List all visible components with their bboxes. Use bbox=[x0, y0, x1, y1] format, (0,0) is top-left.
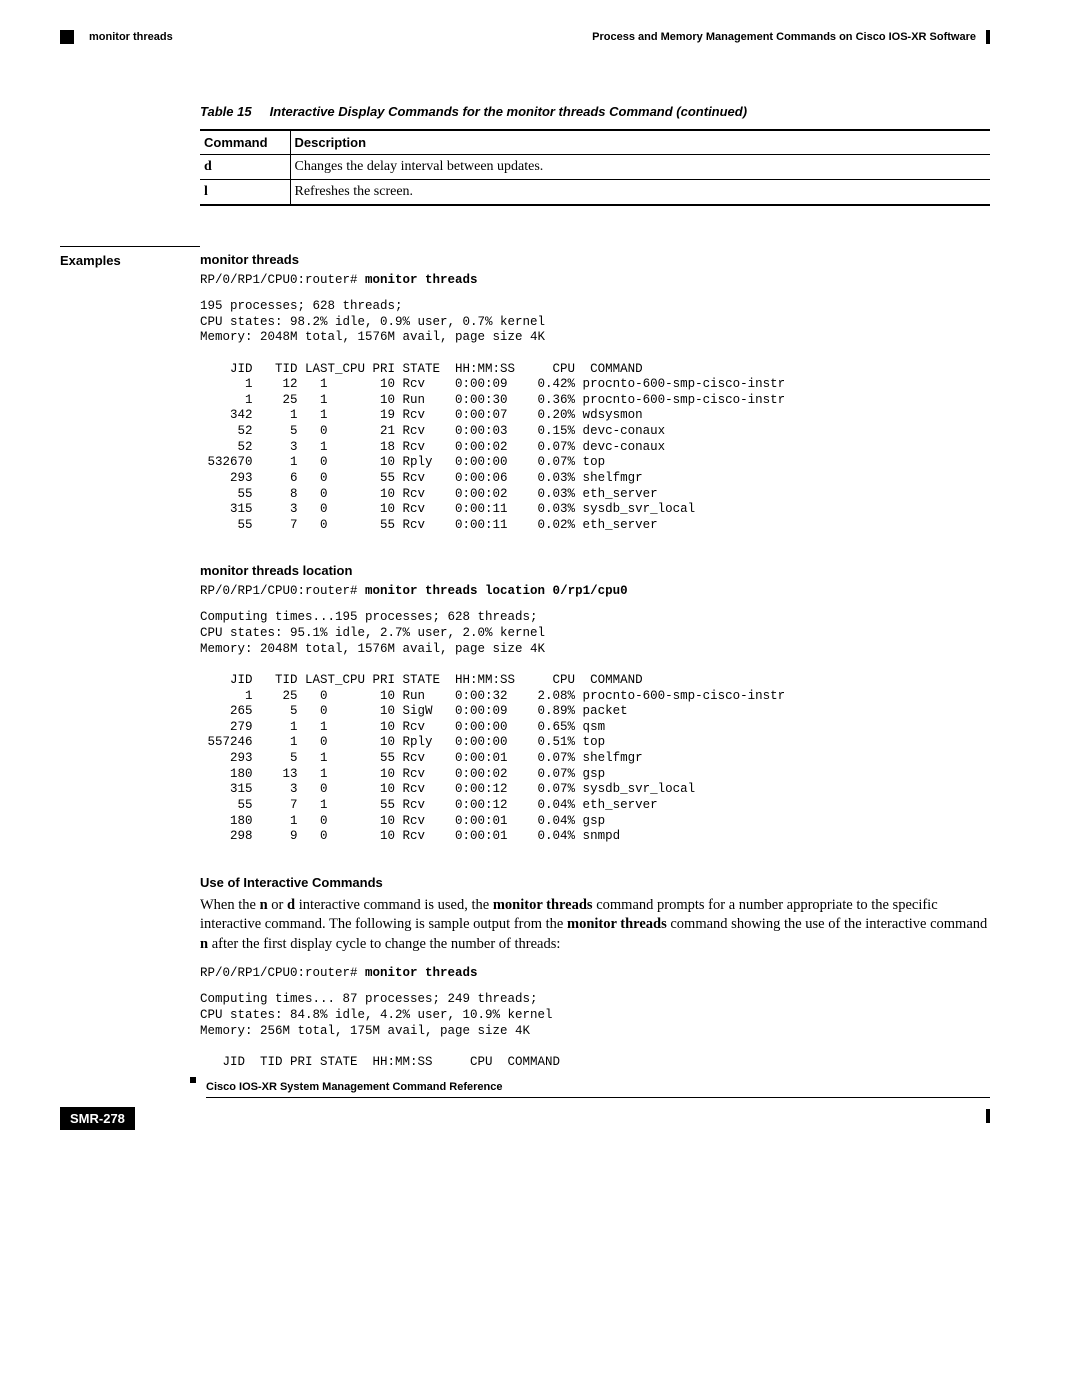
cell-desc: Refreshes the screen. bbox=[290, 180, 990, 206]
footer-book-title: Cisco IOS-XR System Management Command R… bbox=[206, 1081, 990, 1098]
para-text: command showing the use of the interacti… bbox=[667, 916, 988, 932]
page-number: SMR-278 bbox=[60, 1107, 135, 1130]
table-caption: Table 15 Interactive Display Commands fo… bbox=[200, 104, 990, 119]
col-description: Description bbox=[290, 130, 990, 155]
prompt-prefix: RP/0/RP1/CPU0:router# bbox=[200, 966, 365, 980]
table-row: l Refreshes the screen. bbox=[200, 180, 990, 206]
page-footer: Cisco IOS-XR System Management Command R… bbox=[60, 1077, 990, 1130]
example2-prompt: RP/0/RP1/CPU0:router# monitor threads lo… bbox=[200, 584, 990, 598]
chapter-name: Process and Memory Management Commands o… bbox=[592, 31, 976, 43]
para-text: interactive command is used, the bbox=[295, 897, 493, 913]
para-text: or bbox=[268, 897, 287, 913]
interactive-output: Computing times... 87 processes; 249 thr… bbox=[200, 992, 990, 1070]
example2-output: Computing times...195 processes; 628 thr… bbox=[200, 610, 990, 844]
para-bold: monitor threads bbox=[567, 916, 667, 932]
commands-table: Command Description d Changes the delay … bbox=[200, 129, 990, 206]
cell-desc: Changes the delay interval between updat… bbox=[290, 155, 990, 180]
edge-bar-icon bbox=[986, 30, 990, 44]
section-name: monitor threads bbox=[89, 31, 173, 43]
cell-cmd: l bbox=[200, 180, 290, 206]
para-text: after the first display cycle to change … bbox=[208, 936, 560, 952]
example2-heading: monitor threads location bbox=[200, 563, 990, 578]
para-bold: n bbox=[260, 897, 268, 913]
page-header: monitor threads Process and Memory Manag… bbox=[60, 30, 990, 44]
example1-heading: monitor threads bbox=[200, 252, 990, 267]
examples-section: Examples monitor threads RP/0/RP1/CPU0:r… bbox=[60, 246, 990, 1077]
prompt-cmd: monitor threads bbox=[365, 273, 478, 287]
para-text: When the bbox=[200, 897, 260, 913]
interactive-paragraph: When the n or d interactive command is u… bbox=[200, 896, 990, 955]
prompt-prefix: RP/0/RP1/CPU0:router# bbox=[200, 584, 365, 598]
para-bold: n bbox=[200, 936, 208, 952]
cell-cmd: d bbox=[200, 155, 290, 180]
interactive-heading: Use of Interactive Commands bbox=[200, 875, 990, 890]
table-row: d Changes the delay interval between upd… bbox=[200, 155, 990, 180]
header-left: monitor threads bbox=[60, 30, 173, 44]
table-number: Table 15 bbox=[200, 104, 252, 119]
para-bold: monitor threads bbox=[493, 897, 593, 913]
interactive-prompt: RP/0/RP1/CPU0:router# monitor threads bbox=[200, 966, 990, 980]
marker-square-icon bbox=[60, 30, 74, 44]
para-bold: d bbox=[287, 897, 295, 913]
table-caption-text: Interactive Display Commands for the mon… bbox=[270, 104, 747, 119]
footer-marker-icon bbox=[190, 1077, 196, 1083]
example1-output: 195 processes; 628 threads; CPU states: … bbox=[200, 299, 990, 533]
col-command: Command bbox=[200, 130, 290, 155]
prompt-cmd: monitor threads bbox=[365, 966, 478, 980]
example1-prompt: RP/0/RP1/CPU0:router# monitor threads bbox=[200, 273, 990, 287]
examples-label: Examples bbox=[60, 246, 200, 268]
prompt-prefix: RP/0/RP1/CPU0:router# bbox=[200, 273, 365, 287]
header-right: Process and Memory Management Commands o… bbox=[592, 30, 990, 44]
edge-bar-icon bbox=[986, 1109, 990, 1123]
prompt-cmd: monitor threads location 0/rp1/cpu0 bbox=[365, 584, 628, 598]
